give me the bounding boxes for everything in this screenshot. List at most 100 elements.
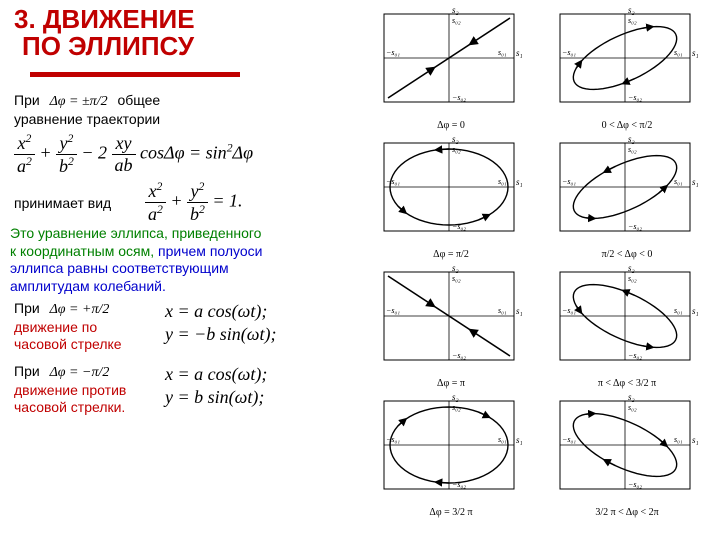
plot-2: s₂ s₁ s₀₂ s₀₁ −s₀₂ −s₀₁ Δφ = π/2 bbox=[364, 133, 538, 260]
svg-text:s₂: s₂ bbox=[628, 263, 635, 273]
plot-3: s₂ s₁ s₀₂ s₀₁ −s₀₂ −s₀₁ π/2 < Δφ < 0 bbox=[540, 133, 714, 260]
svg-text:s₁: s₁ bbox=[516, 435, 523, 445]
t1b: общее bbox=[117, 92, 160, 108]
svg-text:−s₀₁: −s₀₁ bbox=[386, 48, 400, 57]
page-title: 3. ДВИЖЕНИЕ ПО ЭЛЛИПСУ bbox=[14, 6, 195, 61]
svg-text:s₁: s₁ bbox=[516, 306, 523, 316]
eq-ccw-y: y = b sin(ωt); bbox=[165, 386, 267, 409]
eq-phi-minus: Δφ = −π/2 bbox=[50, 365, 110, 380]
svg-text:s₂: s₂ bbox=[452, 263, 459, 273]
eq-trajectory: x2 a2 + y2 b2 − 2 xy ab cosΔφ = sin2Δφ bbox=[14, 132, 253, 177]
svg-text:−s₀₁: −s₀₁ bbox=[562, 177, 576, 186]
t4d: часовой стрелке bbox=[14, 336, 122, 352]
frac-y2b2: y2 b2 bbox=[56, 132, 77, 177]
title-line1: 3. ДВИЖЕНИЕ bbox=[14, 6, 195, 33]
eq-ellipse-std: x2 a2 + y2 b2 = 1. bbox=[145, 180, 243, 225]
svg-text:s₀₂: s₀₂ bbox=[628, 145, 637, 154]
svg-text:s₂: s₂ bbox=[452, 134, 459, 144]
svg-text:s₁: s₁ bbox=[692, 177, 699, 187]
svg-text:−s₀₁: −s₀₁ bbox=[386, 306, 400, 315]
cw-block: При Δφ = +π/2 движение по часовой стрелк… bbox=[14, 300, 122, 352]
plot-caption-3: π/2 < Δφ < 0 bbox=[540, 249, 714, 260]
svg-text:s₀₂: s₀₂ bbox=[452, 403, 461, 412]
t5d: часовой стрелки. bbox=[14, 399, 125, 415]
svg-text:s₀₂: s₀₂ bbox=[628, 16, 637, 25]
svg-text:s₂: s₂ bbox=[452, 392, 459, 402]
plot-6: s₂ s₁ s₀₂ s₀₁ −s₀₂ −s₀₁ Δφ = 3/2 π bbox=[364, 391, 538, 518]
svg-text:−s₀₂: −s₀₂ bbox=[452, 351, 466, 360]
svg-text:−s₀₁: −s₀₁ bbox=[562, 48, 576, 57]
eq-cw-x: x = a cos(ωt); bbox=[165, 300, 277, 323]
svg-text:s₂: s₂ bbox=[628, 5, 635, 15]
intro-text: При Δφ = ±π/2 общее уравнение траектории bbox=[14, 92, 160, 128]
svg-text:s₁: s₁ bbox=[692, 435, 699, 445]
plot-caption-1: 0 < Δφ < π/2 bbox=[540, 120, 714, 131]
title-line2: ПО ЭЛЛИПСУ bbox=[22, 33, 195, 60]
svg-text:s₀₂: s₀₂ bbox=[628, 403, 637, 412]
t3l3: эллипса равны соответствующим bbox=[10, 260, 229, 276]
plot-caption-0: Δφ = 0 bbox=[364, 120, 538, 131]
svg-text:s₁: s₁ bbox=[692, 48, 699, 58]
t3l2a: к координатным осям, bbox=[10, 243, 154, 259]
frac-std-y: y2 b2 bbox=[187, 180, 208, 225]
text-becomes: принимает вид bbox=[14, 195, 111, 212]
svg-text:−s₀₁: −s₀₁ bbox=[562, 435, 576, 444]
svg-text:s₀₂: s₀₂ bbox=[452, 274, 461, 283]
t5a: При bbox=[14, 363, 40, 379]
plot-5: s₂ s₁ s₀₂ s₀₁ −s₀₂ −s₀₁ π < Δφ < 3/2 π bbox=[540, 262, 714, 389]
eq-ccw: x = a cos(ωt); y = b sin(ωt); bbox=[165, 363, 267, 410]
plot-0: s₂ s₁ s₀₂ s₀₁ −s₀₂ −s₀₁ Δφ = 0 bbox=[364, 4, 538, 131]
svg-text:s₁: s₁ bbox=[692, 306, 699, 316]
svg-text:s₀₂: s₀₂ bbox=[452, 145, 461, 154]
eq-phi-plus: Δφ = +π/2 bbox=[50, 302, 110, 317]
explain-ellipse: Это уравнение эллипса, приведенного к ко… bbox=[10, 225, 262, 295]
plot-caption-2: Δφ = π/2 bbox=[364, 249, 538, 260]
svg-text:s₀₁: s₀₁ bbox=[674, 435, 683, 444]
svg-text:−s₀₂: −s₀₂ bbox=[452, 93, 466, 102]
eq-cw-y: y = −b sin(ωt); bbox=[165, 323, 277, 346]
t4c: движение по bbox=[14, 319, 97, 335]
svg-text:s₀₁: s₀₁ bbox=[674, 48, 683, 57]
svg-text:−s₀₂: −s₀₂ bbox=[628, 351, 642, 360]
svg-text:s₀₂: s₀₂ bbox=[452, 16, 461, 25]
svg-text:s₂: s₂ bbox=[628, 134, 635, 144]
plot-caption-5: π < Δφ < 3/2 π bbox=[540, 378, 714, 389]
svg-text:s₀₁: s₀₁ bbox=[498, 177, 507, 186]
plot-7: s₂ s₁ s₀₂ s₀₁ −s₀₂ −s₀₁ 3/2 π < Δφ < 2π bbox=[540, 391, 714, 518]
svg-text:s₁: s₁ bbox=[516, 177, 523, 187]
svg-text:−s₀₂: −s₀₂ bbox=[452, 222, 466, 231]
eq-ccw-x: x = a cos(ωt); bbox=[165, 363, 267, 386]
t3l1: Это уравнение эллипса, приведенного bbox=[10, 225, 261, 241]
svg-text:s₀₁: s₀₁ bbox=[498, 435, 507, 444]
svg-text:s₂: s₂ bbox=[452, 5, 459, 15]
t1c: уравнение траектории bbox=[14, 111, 160, 127]
svg-text:s₀₁: s₀₁ bbox=[498, 306, 507, 315]
frac-xyab: xy ab bbox=[112, 133, 136, 176]
eq-cw: x = a cos(ωt); y = −b sin(ωt); bbox=[165, 300, 277, 347]
svg-text:s₀₂: s₀₂ bbox=[628, 274, 637, 283]
title-underline bbox=[30, 72, 240, 77]
plot-4: s₂ s₁ s₀₂ s₀₁ −s₀₂ −s₀₁ Δφ = π bbox=[364, 262, 538, 389]
svg-text:s₁: s₁ bbox=[516, 48, 523, 58]
plot-caption-6: Δφ = 3/2 π bbox=[364, 507, 538, 518]
svg-text:−s₀₂: −s₀₂ bbox=[452, 480, 466, 489]
svg-text:s₀₁: s₀₁ bbox=[674, 177, 683, 186]
t1a: При bbox=[14, 92, 40, 108]
t3l4: амплитудам колебаний. bbox=[10, 278, 166, 294]
svg-text:s₀₁: s₀₁ bbox=[498, 48, 507, 57]
svg-text:−s₀₂: −s₀₂ bbox=[628, 222, 642, 231]
svg-text:−s₀₁: −s₀₁ bbox=[386, 435, 400, 444]
frac-x2a2: x2 a2 bbox=[14, 132, 35, 177]
svg-text:s₀₁: s₀₁ bbox=[674, 306, 683, 315]
plot-grid: s₂ s₁ s₀₂ s₀₁ −s₀₂ −s₀₁ Δφ = 0 s₂ s₁ s₀₂… bbox=[364, 4, 714, 518]
svg-text:−s₀₁: −s₀₁ bbox=[562, 306, 576, 315]
plot-1: s₂ s₁ s₀₂ s₀₁ −s₀₂ −s₀₁ 0 < Δφ < π/2 bbox=[540, 4, 714, 131]
t2: принимает вид bbox=[14, 195, 111, 211]
svg-text:s₂: s₂ bbox=[628, 392, 635, 402]
plot-caption-7: 3/2 π < Δφ < 2π bbox=[540, 507, 714, 518]
eq-phi-cond: Δφ = ±π/2 bbox=[50, 94, 108, 109]
t3l2b: причем полуоси bbox=[158, 243, 262, 259]
svg-text:−s₀₁: −s₀₁ bbox=[386, 177, 400, 186]
t4a: При bbox=[14, 300, 40, 316]
ccw-block: При Δφ = −π/2 движение против часовой ст… bbox=[14, 363, 126, 415]
